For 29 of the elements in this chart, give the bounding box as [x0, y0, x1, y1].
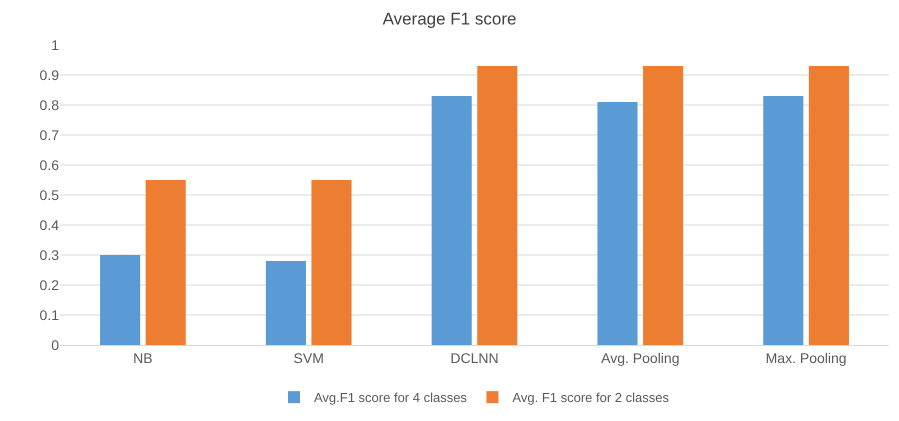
bar: [763, 96, 804, 345]
legend-label: Avg.F1 score for 4 classes: [314, 390, 468, 406]
x-tick-label: Avg. Pooling: [601, 350, 680, 366]
x-tick-label: SVM: [294, 350, 324, 366]
y-tick-label: 0.4: [40, 216, 60, 233]
bar: [146, 180, 186, 345]
bar: [311, 180, 352, 345]
bar: [100, 255, 140, 345]
y-tick-label: 0.2: [40, 276, 60, 293]
bar: [432, 96, 472, 345]
bar: [266, 261, 306, 345]
y-tick-label: 0.9: [40, 66, 60, 83]
bar: [808, 66, 849, 345]
y-tick-label: 0.1: [40, 306, 60, 323]
y-tick-label: 0.3: [40, 246, 60, 263]
bar: [597, 102, 638, 345]
y-tick-label: 0.6: [40, 156, 60, 173]
y-tick-label: 1: [51, 36, 60, 53]
y-tick-label: 0.8: [40, 96, 60, 113]
x-tick-label: NB: [133, 350, 153, 366]
bar: [477, 66, 518, 345]
chart-title: Average F1 score: [382, 10, 516, 29]
bar: [643, 66, 684, 345]
y-tick-label: 0.5: [40, 186, 60, 203]
x-tick-label: DCLNN: [450, 350, 499, 366]
x-tick-label: Max. Pooling: [766, 350, 847, 366]
y-tick-label: 0: [51, 336, 60, 353]
y-tick-label: 0.7: [40, 126, 60, 143]
legend-label: Avg. F1 score for 2 classes: [512, 390, 670, 406]
